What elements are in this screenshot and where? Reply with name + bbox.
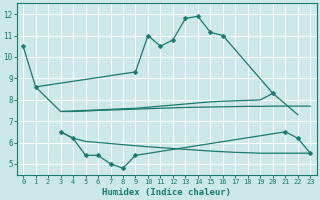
X-axis label: Humidex (Indice chaleur): Humidex (Indice chaleur)	[102, 188, 231, 197]
